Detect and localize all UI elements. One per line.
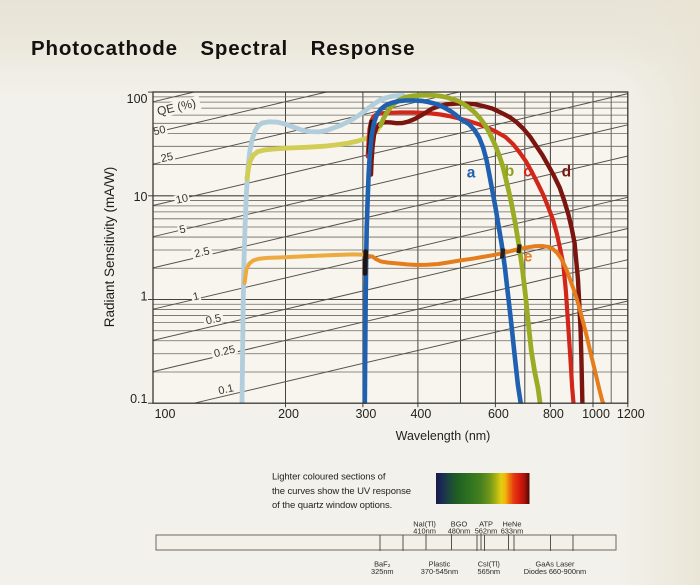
svg-text:10: 10 (175, 192, 190, 206)
svg-text:100: 100 (155, 407, 176, 421)
svg-text:1200: 1200 (617, 407, 645, 421)
svg-text:370-545nm: 370-545nm (421, 567, 458, 576)
svg-text:633nm: 633nm (501, 526, 524, 535)
svg-text:NaI(Tl): NaI(Tl) (413, 519, 436, 528)
svg-text:600: 600 (488, 407, 509, 421)
svg-text:e: e (524, 249, 533, 266)
svg-text:b: b (505, 163, 514, 180)
svg-text:BGO: BGO (451, 519, 468, 528)
svg-text:1000: 1000 (582, 407, 610, 421)
svg-text:565nm: 565nm (477, 567, 500, 576)
svg-text:0.5: 0.5 (205, 312, 223, 327)
svg-text:562nm: 562nm (475, 526, 498, 535)
svg-text:the curves show the UV respons: the curves show the UV response (272, 486, 411, 497)
svg-text:BaF₂: BaF₂ (374, 560, 391, 569)
svg-text:400: 400 (410, 407, 431, 421)
svg-text:0.1: 0.1 (130, 392, 147, 406)
svg-text:410nm: 410nm (413, 526, 436, 535)
svg-text:5: 5 (178, 223, 187, 236)
svg-text:325nm: 325nm (371, 567, 394, 576)
svg-text:0.1: 0.1 (217, 382, 235, 397)
svg-text:of the quartz window options.: of the quartz window options. (272, 500, 392, 511)
svg-text:a: a (467, 165, 476, 182)
svg-text:Lighter coloured sections of: Lighter coloured sections of (272, 472, 386, 483)
svg-text:CsI(Tl): CsI(Tl) (478, 560, 500, 569)
svg-text:0.25: 0.25 (213, 344, 237, 361)
svg-text:2.5: 2.5 (193, 245, 211, 260)
svg-text:100: 100 (127, 92, 148, 106)
svg-text:1: 1 (141, 290, 148, 304)
svg-text:200: 200 (278, 407, 299, 421)
svg-text:HeNe: HeNe (503, 519, 522, 528)
svg-text:10: 10 (134, 190, 148, 204)
svg-text:480nm: 480nm (448, 526, 471, 535)
svg-text:25: 25 (160, 151, 175, 165)
svg-text:Photocathode Spectral Response: Photocathode Spectral Response (31, 37, 415, 60)
svg-text:50: 50 (152, 124, 167, 138)
svg-text:c: c (523, 164, 532, 181)
svg-text:GaAs Laser: GaAs Laser (535, 560, 575, 569)
svg-text:1: 1 (192, 290, 201, 303)
svg-text:300: 300 (355, 407, 376, 421)
svg-text:Diodes 660-900nm: Diodes 660-900nm (524, 567, 586, 576)
svg-text:Radiant Sensitivity (mA/W): Radiant Sensitivity (mA/W) (102, 167, 117, 328)
svg-text:d: d (562, 163, 571, 180)
svg-text:Wavelength (nm): Wavelength (nm) (396, 429, 491, 443)
svg-text:Plastic: Plastic (429, 560, 451, 569)
svg-text:800: 800 (543, 407, 564, 421)
svg-text:ATP: ATP (479, 519, 493, 528)
